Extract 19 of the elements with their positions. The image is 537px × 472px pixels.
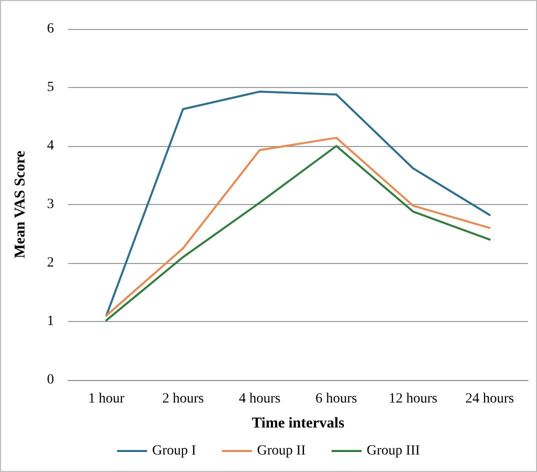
y-tick-label: 2 <box>47 256 54 270</box>
x-axis-title: Time intervals <box>252 416 344 432</box>
x-tick-label: 6 hours <box>316 392 358 406</box>
line-series <box>105 90 491 317</box>
y-tick-label: 3 <box>47 197 54 212</box>
y-axis-title: Mean VAS Score <box>12 150 28 258</box>
y-tick-label: 1 <box>47 314 54 329</box>
legend-label: Group III <box>366 444 420 458</box>
y-tick-label: 4 <box>47 138 54 154</box>
x-tick-label: 1 hour <box>88 392 125 406</box>
y-tick-label: 6 <box>47 22 54 36</box>
legend-label: Group I <box>152 444 196 458</box>
y-tick-label: 5 <box>47 80 54 95</box>
x-tick-label: 24 hours <box>465 392 514 406</box>
y-tick-label: 0 <box>47 372 54 388</box>
legend-label: Group II <box>257 444 306 458</box>
x-tick-label: 2 hours <box>162 392 204 406</box>
x-tick-label: 12 hours <box>388 392 438 406</box>
x-tick-label: 4 hours <box>238 392 280 406</box>
